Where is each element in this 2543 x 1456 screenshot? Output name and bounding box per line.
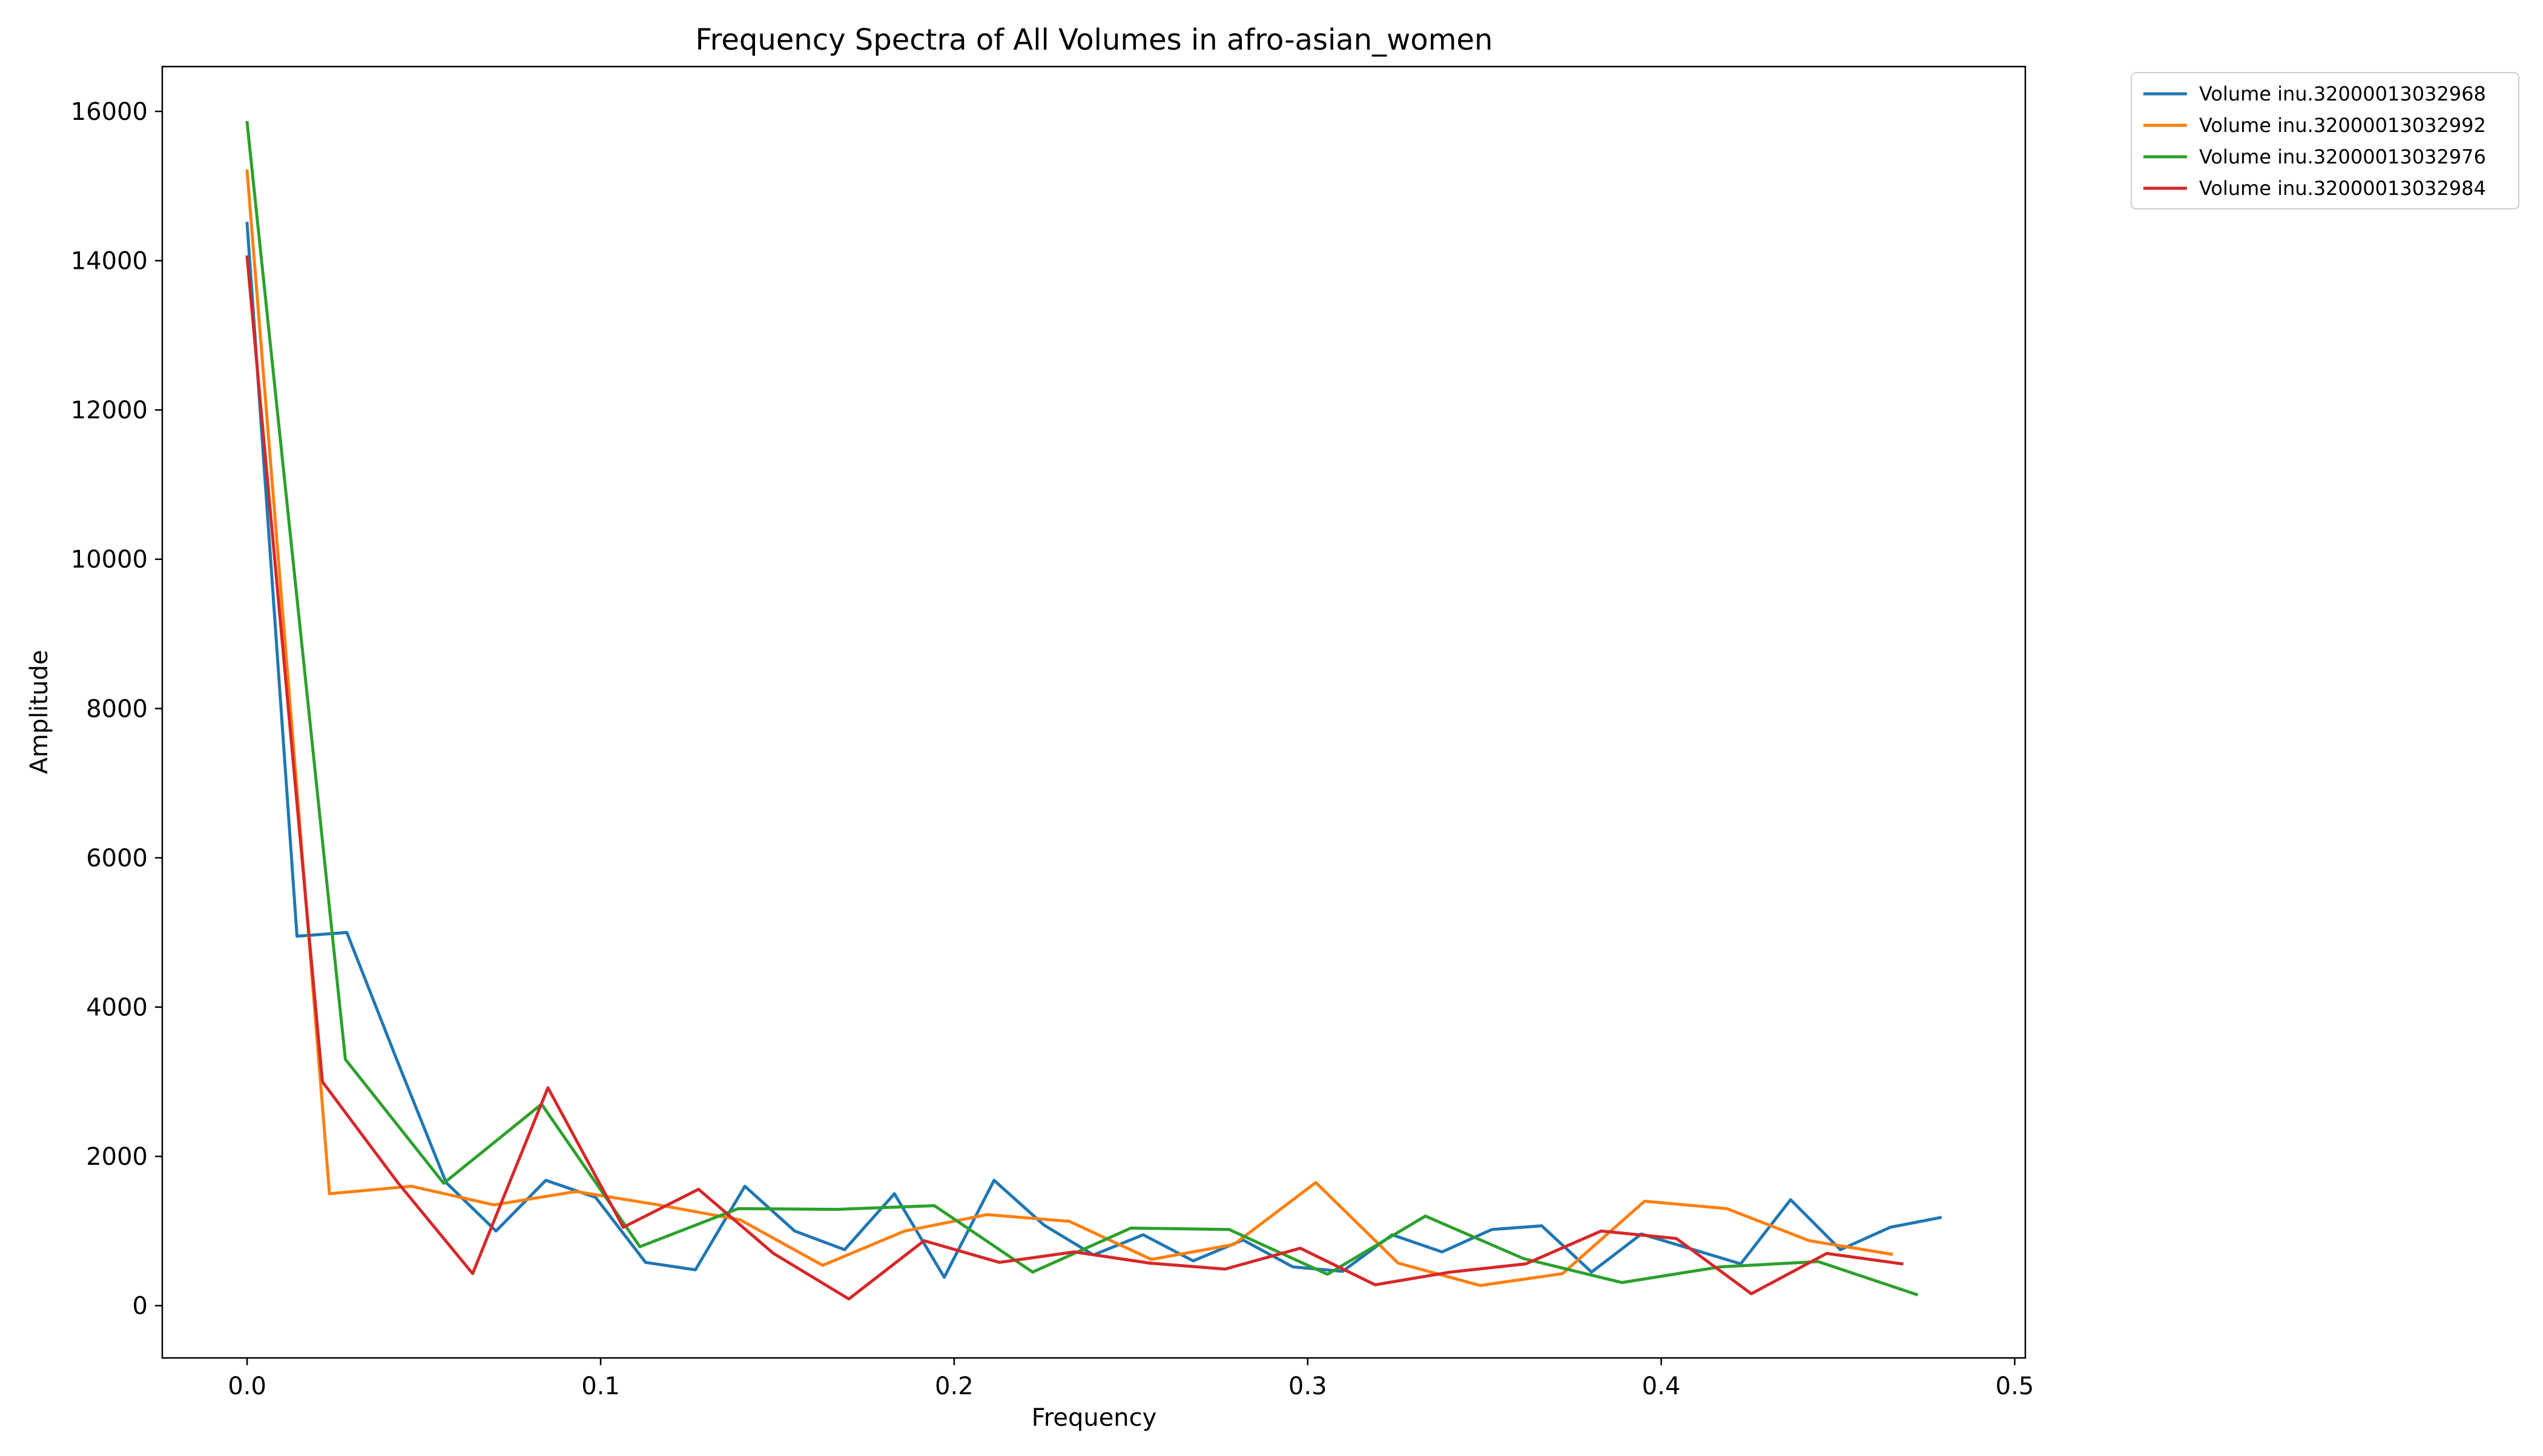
chart-title: Frequency Spectra of All Volumes in afro… [696,23,1493,57]
y-tick-label: 6000 [86,845,148,872]
series-lines [245,120,1942,1301]
x-axis-ticks: 0.0 0.1 0.2 0.3 0.4 0.5 [228,1358,2034,1400]
series-line-4 [245,255,1904,1301]
x-tick-label: 0.5 [1996,1372,2034,1400]
series-line-3 [245,120,1919,1297]
legend-entries: Volume inu.32000013032968 Volume inu.3200… [2143,82,2486,200]
y-tick-label: 8000 [86,695,148,723]
legend-frame [2131,72,2519,209]
y-tick-label: 14000 [71,248,148,275]
legend-label-3: Volume inu.32000013032976 [2199,145,2486,168]
legend-label-2: Volume inu.32000013032992 [2199,114,2486,137]
x-tick-label: 0.4 [1642,1372,1681,1400]
y-tick-label: 12000 [71,397,148,424]
x-tick-label: 0.0 [228,1372,266,1400]
legend-label-1: Volume inu.32000013032968 [2199,82,2486,105]
plot-area: 0.0 0.1 0.2 0.3 0.4 0.5 0 2000 4000 6000 8000 1000… [71,65,2034,1400]
y-tick-label: 0 [133,1293,148,1320]
y-axis-ticks: 0 2000 4000 6000 8000 10000 12000 14000 16000 [71,98,162,1320]
legend: Volume inu.32000013032968 Volume inu.3200… [2131,72,2519,209]
x-tick-label: 0.2 [935,1372,974,1400]
y-tick-label: 2000 [86,1143,148,1171]
y-tick-label: 4000 [86,994,148,1022]
y-axis-label: Amplitude [25,650,53,774]
plot-frame [161,65,2027,1359]
y-tick-label: 10000 [71,546,148,574]
y-tick-label: 16000 [71,98,148,126]
x-tick-label: 0.3 [1288,1372,1327,1400]
series-line-2 [245,169,1893,1287]
legend-label-4: Volume inu.32000013032984 [2199,177,2486,200]
x-axis-label: Frequency [1032,1404,1157,1432]
x-tick-label: 0.1 [581,1372,620,1400]
